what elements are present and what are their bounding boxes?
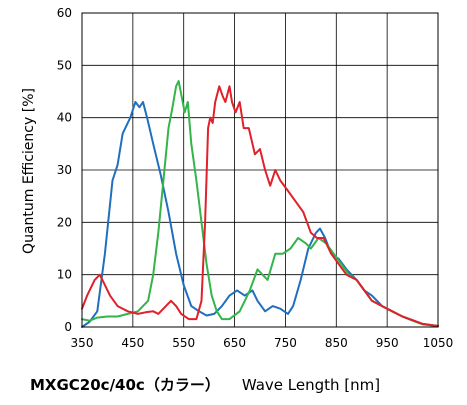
y-tick-label: 60 — [57, 6, 72, 20]
y-tick-labels: 0 10 20 30 40 50 60 — [57, 6, 72, 334]
x-tick-label: 650 — [223, 336, 246, 350]
x-tick-label: 750 — [274, 336, 297, 350]
y-tick-label: 40 — [57, 111, 72, 125]
chart-series — [81, 80, 439, 328]
y-axis-label: Quantum Efficiency [%] — [21, 88, 37, 254]
x-tick-label: 1050 — [423, 336, 454, 350]
x-tick-label: 350 — [71, 336, 94, 350]
plot-frame — [81, 12, 439, 328]
y-tick-label: 10 — [57, 268, 72, 282]
chart-caption: MXGC20c/40c（カラー） Wave Length [nm] — [30, 374, 380, 395]
x-tick-label: 950 — [376, 336, 399, 350]
chart-grid — [81, 12, 439, 328]
x-tick-label: 550 — [172, 336, 195, 350]
x-tick-label: 450 — [121, 336, 144, 350]
x-axis-label: Wave Length [nm] — [241, 376, 381, 394]
series-line-1 — [81, 101, 439, 328]
x-tick-label: 850 — [325, 336, 348, 350]
y-tick-label: 20 — [57, 215, 72, 229]
y-tick-label: 50 — [57, 58, 72, 72]
x-tick-labels: 350 450 550 650 750 850 950 1050 — [71, 336, 454, 350]
model-label: MXGC20c/40c（カラー） — [30, 376, 220, 394]
y-tick-label: 30 — [57, 163, 72, 177]
series-line-3 — [81, 85, 439, 327]
y-tick-label: 0 — [64, 320, 72, 334]
